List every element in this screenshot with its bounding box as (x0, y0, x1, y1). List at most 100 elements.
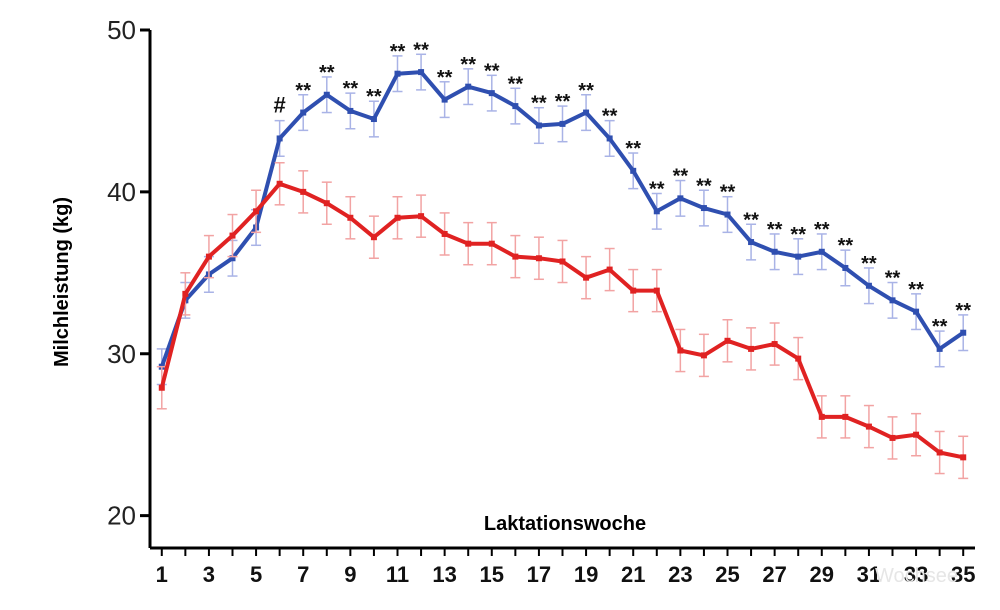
data-point (724, 337, 731, 344)
data-point (818, 413, 825, 420)
data-point (936, 345, 943, 352)
significance-marker: ** (484, 60, 500, 82)
significance-marker: ** (696, 175, 712, 197)
x-tick-label: 15 (480, 562, 504, 587)
significance-marker: ** (625, 138, 641, 160)
x-tick-label: 7 (297, 562, 309, 587)
data-point (960, 454, 967, 461)
data-point (559, 120, 566, 127)
x-tick-label: 23 (668, 562, 692, 587)
data-point (394, 70, 401, 77)
significance-marker: ** (578, 80, 594, 102)
significance-marker: ** (460, 54, 476, 76)
data-point (771, 341, 778, 348)
x-tick-label: 27 (762, 562, 786, 587)
significance-marker: ** (366, 86, 382, 108)
data-point (394, 214, 401, 221)
data-point (441, 96, 448, 103)
y-tick-label: 40 (107, 177, 136, 207)
data-point (889, 297, 896, 304)
data-point (418, 69, 425, 76)
x-tick-label: 17 (527, 562, 551, 587)
x-tick-label: 33 (904, 562, 928, 587)
significance-marker: ** (413, 39, 429, 61)
significance-marker: ** (437, 67, 453, 89)
significance-marker: ** (814, 219, 830, 241)
data-point (865, 282, 872, 289)
data-point (323, 200, 330, 207)
significance-marker: ** (343, 78, 359, 100)
hash-annotation: # (274, 93, 286, 118)
data-point (748, 345, 755, 352)
data-point (205, 253, 212, 260)
x-tick-label: 29 (810, 562, 834, 587)
y-tick-label: 20 (107, 501, 136, 531)
data-point (606, 266, 613, 273)
data-point (842, 264, 849, 271)
data-point (182, 290, 189, 297)
data-point (653, 208, 660, 215)
y-axis-title: Milchleistung (kg) (51, 197, 73, 367)
data-point (606, 135, 613, 142)
data-point (700, 352, 707, 359)
y-axis-ticks: 20 30 40 50 (107, 15, 150, 531)
significance-marker: ** (555, 91, 571, 113)
y-tick-label: 30 (107, 339, 136, 369)
x-tick-label: 1 (156, 562, 168, 587)
x-axis-title: Laktationswoche (484, 513, 646, 535)
x-axis-ticks: 1 3 5 7 9 11 13 15 17 19 21 23 25 27 29 31 33 35 (156, 548, 975, 587)
data-point (418, 213, 425, 220)
data-point (276, 135, 283, 142)
data-point (276, 180, 283, 187)
x-tick-label: 9 (344, 562, 356, 587)
data-point (488, 240, 495, 247)
significance-marker: ** (649, 178, 665, 200)
data-point (630, 167, 637, 174)
data-point (370, 116, 377, 123)
data-point (889, 434, 896, 441)
data-point (842, 413, 849, 420)
significance-marker: ** (602, 106, 618, 128)
significance-marker: ** (790, 224, 806, 246)
significance-marker: ** (908, 279, 924, 301)
data-point (229, 255, 236, 262)
data-point (465, 240, 472, 247)
data-point (630, 287, 637, 294)
data-point (512, 253, 519, 260)
data-point (700, 205, 707, 212)
significance-marker: ** (955, 300, 971, 322)
data-point (512, 103, 519, 110)
data-point (535, 255, 542, 262)
x-tick-label: 5 (250, 562, 262, 587)
data-point (583, 274, 590, 281)
significance-marker: ** (508, 73, 524, 95)
x-tick-label: 25 (715, 562, 739, 587)
data-point (913, 431, 920, 438)
data-point (559, 258, 566, 265)
significance-marker: ** (531, 93, 547, 115)
series-layer (156, 53, 969, 480)
data-point (370, 234, 377, 241)
significance-marker: ** (838, 235, 854, 257)
significance-marker: ** (390, 41, 406, 63)
significance-marker: ** (861, 253, 877, 275)
data-point (465, 83, 472, 90)
series-2 (156, 161, 969, 480)
data-point (253, 208, 260, 215)
data-point (795, 355, 802, 362)
data-point (936, 449, 943, 456)
data-point (818, 248, 825, 255)
x-tick-label: 21 (621, 562, 645, 587)
data-point (748, 239, 755, 246)
data-point (441, 230, 448, 237)
data-point (795, 253, 802, 260)
significance-marker: ** (767, 219, 783, 241)
significance-annotations: # ** ** ** ** ** ** ** ** ** ** ** ** ** ** ** ** ** ** ** *… (274, 39, 972, 338)
x-tick-label: 19 (574, 562, 598, 587)
data-point (653, 287, 660, 294)
significance-marker: ** (932, 316, 948, 338)
x-tick-label: 31 (857, 562, 881, 587)
significance-marker: ** (743, 209, 759, 231)
data-point (677, 347, 684, 354)
